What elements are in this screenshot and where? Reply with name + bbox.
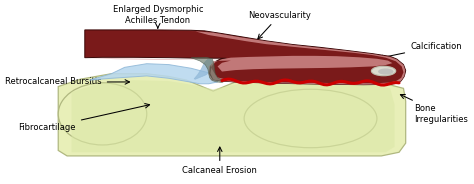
Text: Neovascularity: Neovascularity [248, 11, 311, 39]
Polygon shape [191, 57, 224, 82]
Polygon shape [89, 64, 218, 84]
Polygon shape [85, 57, 406, 85]
Polygon shape [72, 80, 395, 152]
Text: Enlarged Dysmorphic
Achilles Tendon: Enlarged Dysmorphic Achilles Tendon [112, 5, 203, 28]
Ellipse shape [244, 89, 377, 148]
Ellipse shape [378, 68, 393, 75]
Polygon shape [194, 59, 213, 79]
Ellipse shape [372, 66, 396, 76]
Text: Calcaneal Erosion: Calcaneal Erosion [182, 147, 257, 175]
Polygon shape [58, 74, 406, 156]
Ellipse shape [58, 83, 147, 145]
Text: Fibrocartilage: Fibrocartilage [18, 104, 150, 132]
Text: Calcification: Calcification [379, 42, 462, 60]
Polygon shape [85, 30, 406, 85]
Text: Bone
Irregularities: Bone Irregularities [401, 94, 468, 124]
Text: Retrocalcaneal Bursitis: Retrocalcaneal Bursitis [5, 77, 129, 86]
Polygon shape [187, 31, 405, 85]
